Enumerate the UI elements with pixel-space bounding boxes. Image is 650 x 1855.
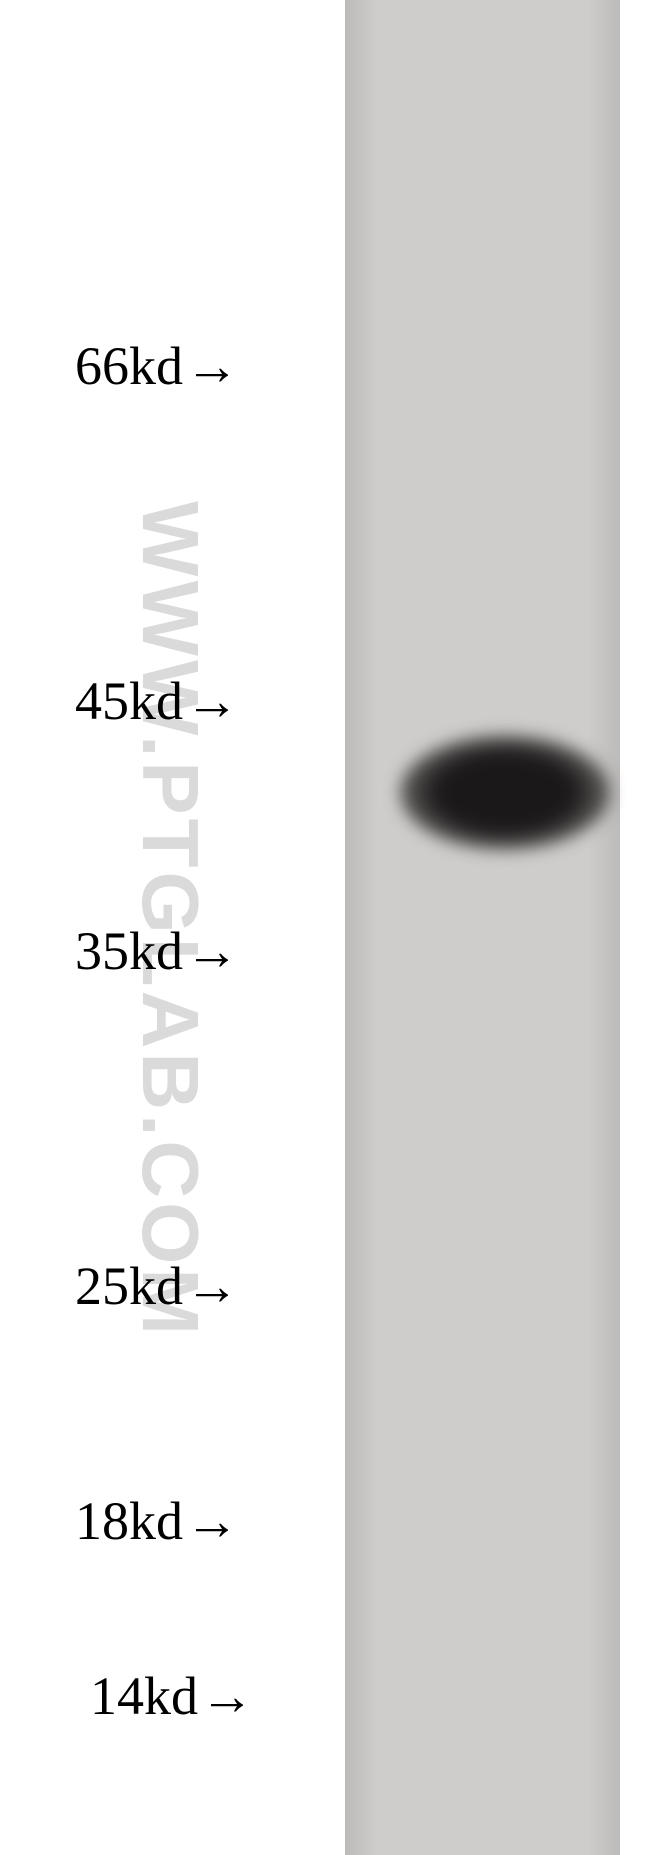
marker-weight-text: 35kd [75,920,183,982]
arrow-icon: → [185,670,239,732]
marker-label: 14kd→ [90,1665,254,1727]
marker-label: 45kd→ [75,670,239,732]
arrow-icon: → [185,1255,239,1317]
marker-label: 18kd→ [75,1490,239,1552]
arrow-icon: → [200,1665,254,1727]
marker-label: 35kd→ [75,920,239,982]
marker-weight-text: 66kd [75,335,183,397]
arrow-icon: → [185,920,239,982]
arrow-icon: → [185,1490,239,1552]
marker-label: 25kd→ [75,1255,239,1317]
arrow-icon: → [185,335,239,397]
marker-weight-text: 18kd [75,1490,183,1552]
protein-band [400,735,610,850]
blot-lane [345,0,620,1855]
marker-label: 66kd→ [75,335,239,397]
marker-weight-text: 14kd [90,1665,198,1727]
blot-container: WWW.PTGLAB.COM 66kd→45kd→35kd→25kd→18kd→… [0,0,650,1855]
marker-weight-text: 25kd [75,1255,183,1317]
marker-weight-text: 45kd [75,670,183,732]
